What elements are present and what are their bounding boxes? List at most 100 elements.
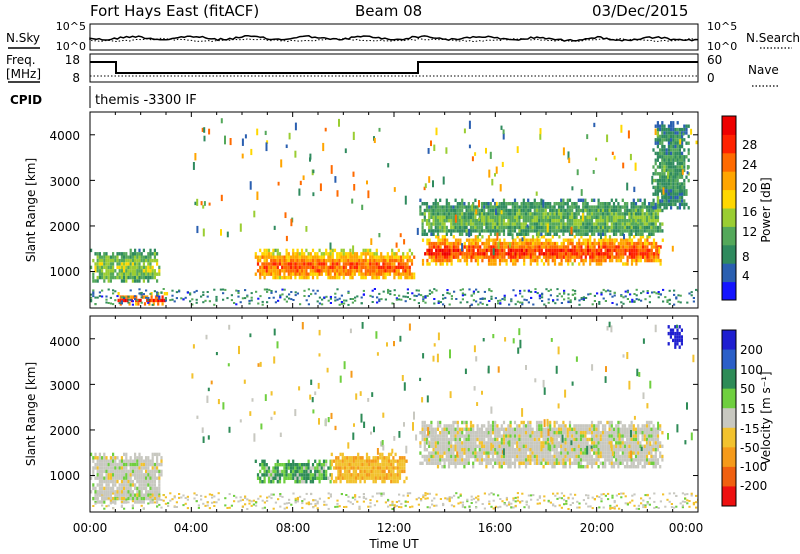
data-cell bbox=[604, 215, 607, 219]
sporadic-cell bbox=[500, 210, 503, 215]
data-cell bbox=[145, 272, 148, 276]
data-cell bbox=[661, 124, 664, 128]
data-cell bbox=[520, 434, 523, 438]
data-cell bbox=[619, 212, 622, 216]
data-cell bbox=[551, 208, 554, 213]
data-cell bbox=[358, 255, 361, 259]
data-cell bbox=[524, 208, 528, 213]
data-cell bbox=[402, 252, 405, 256]
data-cell bbox=[511, 448, 514, 452]
data-cell bbox=[538, 238, 541, 242]
data-cell bbox=[685, 175, 688, 179]
data-cell bbox=[544, 229, 547, 233]
data-cell bbox=[289, 269, 293, 273]
ground-scatter-cell bbox=[281, 288, 284, 291]
sporadic-cell bbox=[265, 142, 268, 152]
data-cell bbox=[120, 262, 123, 266]
data-cell bbox=[336, 269, 339, 273]
data-cell bbox=[547, 252, 550, 256]
data-cell bbox=[283, 258, 286, 263]
data-cell bbox=[98, 269, 101, 273]
data-cell bbox=[300, 275, 304, 280]
data-cell bbox=[129, 262, 132, 266]
data-cell bbox=[604, 238, 607, 242]
data-cell bbox=[659, 175, 662, 179]
data-cell bbox=[459, 238, 462, 242]
data-cell bbox=[350, 456, 353, 460]
data-cell bbox=[335, 479, 338, 484]
data-cell bbox=[265, 469, 268, 474]
data-cell bbox=[267, 252, 271, 256]
data-cell bbox=[637, 258, 640, 263]
data-cell bbox=[485, 205, 488, 209]
data-cell bbox=[131, 462, 134, 467]
data-cell bbox=[397, 272, 400, 276]
ground-scatter-cell bbox=[607, 289, 610, 292]
data-cell bbox=[518, 215, 521, 219]
data-cell bbox=[142, 496, 145, 501]
data-cell bbox=[557, 215, 561, 219]
ground-scatter-cell bbox=[580, 297, 583, 299]
data-cell bbox=[480, 225, 484, 230]
ground-scatter-cell bbox=[354, 299, 357, 302]
data-cell bbox=[439, 241, 442, 246]
sporadic-cell bbox=[285, 235, 288, 242]
data-cell bbox=[153, 462, 156, 467]
data-cell bbox=[467, 431, 470, 435]
data-cell bbox=[369, 252, 372, 256]
data-cell bbox=[413, 255, 416, 259]
data-cell bbox=[632, 212, 635, 216]
data-cell bbox=[452, 219, 455, 223]
data-cell bbox=[379, 466, 382, 470]
data-cell bbox=[502, 441, 506, 445]
data-cell bbox=[551, 235, 554, 239]
data-cell bbox=[142, 265, 145, 270]
data-cell bbox=[448, 252, 451, 256]
data-cell bbox=[452, 454, 455, 459]
ground-scatter-cell bbox=[556, 295, 559, 298]
ground-scatter-cell bbox=[604, 300, 607, 302]
data-cell bbox=[630, 245, 634, 249]
nave-tick-top: 60 bbox=[707, 53, 722, 67]
data-cell bbox=[516, 448, 519, 452]
data-cell bbox=[463, 241, 466, 246]
data-cell bbox=[540, 212, 543, 216]
power-panel: 1000 2000 3000 4000 Slant Range [km] bbox=[24, 111, 699, 309]
data-cell bbox=[359, 479, 362, 484]
data-cell bbox=[156, 459, 159, 463]
ground-scatter-cell bbox=[459, 289, 462, 292]
data-cell bbox=[630, 219, 633, 223]
data-cell bbox=[457, 255, 460, 259]
sporadic-cell bbox=[581, 213, 584, 221]
data-cell bbox=[127, 258, 130, 263]
data-cell bbox=[445, 451, 448, 455]
data-cell bbox=[393, 255, 396, 259]
data-cell bbox=[445, 215, 448, 219]
data-cell bbox=[661, 175, 664, 179]
ground-scatter-cell bbox=[490, 290, 493, 293]
data-cell bbox=[120, 279, 123, 283]
data-cell bbox=[432, 451, 435, 455]
data-cell bbox=[151, 456, 154, 460]
data-cell bbox=[92, 473, 95, 477]
data-cell bbox=[145, 269, 148, 273]
data-cell bbox=[555, 222, 558, 226]
ground-scatter-cell bbox=[138, 292, 141, 295]
data-cell bbox=[514, 255, 517, 259]
data-cell bbox=[309, 252, 312, 256]
ground-scatter-cell bbox=[169, 299, 172, 302]
data-cell bbox=[145, 466, 148, 470]
data-cell bbox=[436, 222, 440, 226]
data-cell bbox=[535, 232, 539, 236]
data-cell bbox=[316, 258, 319, 263]
data-cell bbox=[329, 459, 332, 463]
data-cell bbox=[465, 461, 468, 465]
data-cell bbox=[670, 144, 673, 149]
ground-scatter-cell bbox=[406, 296, 409, 299]
sporadic-cell bbox=[249, 181, 252, 190]
sporadic-cell bbox=[539, 133, 542, 140]
data-cell bbox=[447, 444, 451, 448]
data-cell bbox=[296, 252, 299, 256]
data-cell bbox=[432, 252, 436, 256]
data-cell bbox=[604, 205, 607, 209]
